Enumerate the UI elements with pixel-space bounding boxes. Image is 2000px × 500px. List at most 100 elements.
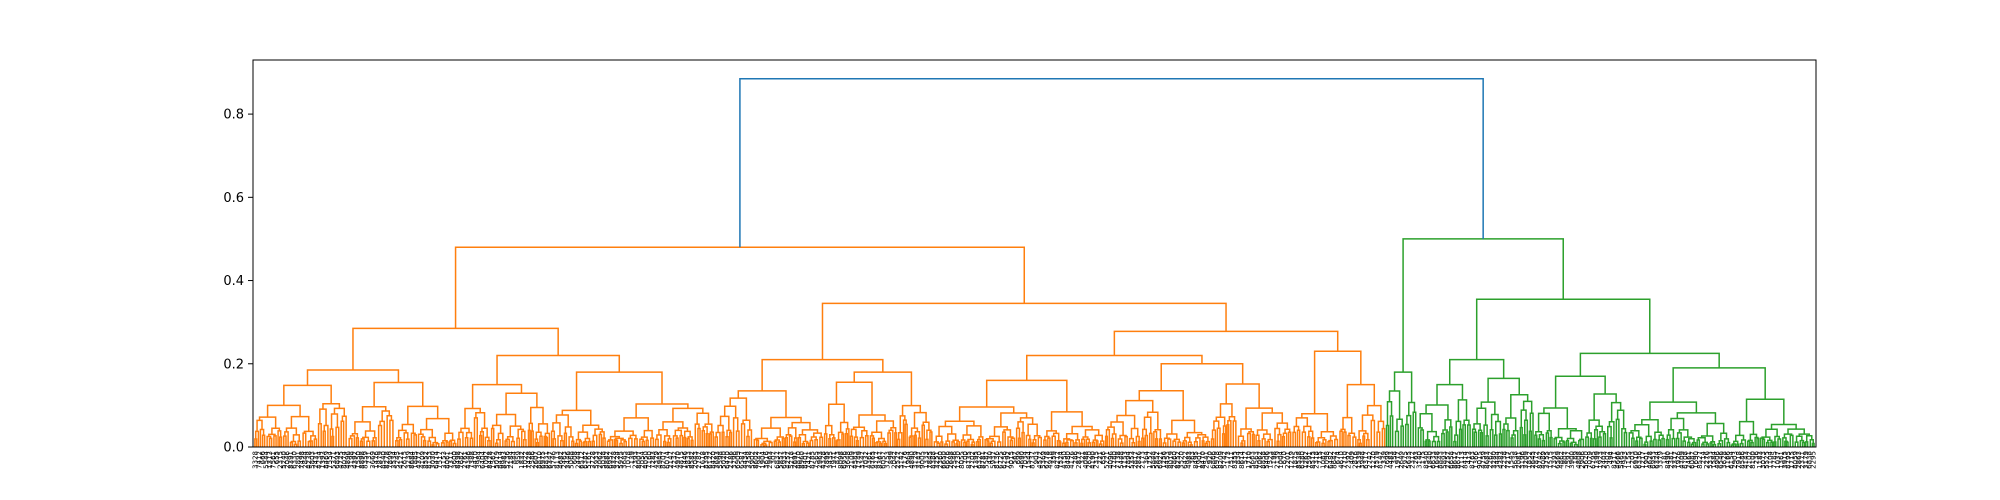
dendrogram-link [656,434,662,447]
dendrogram-link [1609,437,1613,447]
dendrogram-link [1687,441,1691,447]
dendrogram-link [869,435,875,447]
dendrogram-link [484,436,490,447]
dendrogram-link [1631,437,1635,447]
dendrogram-link [341,415,347,447]
leaf-label: 666 [259,450,267,464]
leaf-label: 5742 [1220,451,1228,469]
leaf-label: 1584 [1710,450,1718,468]
leaf-label: 6725 [997,451,1005,469]
dendrogram-link [1226,424,1230,447]
dendrogram-link [1186,431,1203,438]
dendrogram-link [1493,434,1498,447]
dendrogram-link [1342,416,1353,434]
dendrogram-link [967,438,975,443]
dendrogram-link [355,437,360,447]
leaf-label: 7034 [1022,450,1030,468]
leaf-label: 6921 [1156,451,1164,469]
dendrogram-link [1745,398,1785,425]
dendrogram-link [530,406,544,424]
dendrogram-link [1569,442,1573,447]
dendrogram-link [1124,435,1128,447]
dendrogram-link [1649,440,1653,447]
dendrogram-link [1593,438,1597,447]
dendrogram-link [1404,423,1409,447]
leaf-label: 8586 [1738,450,1746,468]
dendrogram-link [1746,440,1751,447]
dendrogram-link [1296,429,1301,447]
leaf-label: 2184 [507,450,515,468]
dendrogram-link [1221,433,1226,447]
dendrogram-link [340,420,345,447]
leaf-label: 198 [1270,451,1278,464]
leaf-label: 4096 [1107,450,1115,468]
dendrogram-link [677,427,689,432]
leaf-label: 4759 [1479,451,1487,469]
leaf-label: 6708 [1682,451,1690,469]
dendrogram-link [1444,419,1452,430]
leaf-label: 9015 [1476,451,1484,469]
leaf-label: 4483 [1387,451,1395,469]
leaf-label: 7388 [468,451,476,469]
dendrogram-link [598,433,603,447]
dendrogram-link [761,358,884,391]
dendrogram-link [1128,437,1135,447]
leaf-label: 1361 [1777,451,1785,469]
leaf-label: 4572 [1036,451,1044,469]
dendrogram-link [1386,400,1393,426]
dendrogram-link [614,430,634,437]
dendrogram-link [963,441,967,447]
dendrogram-link [1210,438,1215,447]
leaf-label: 731 [365,451,373,464]
dendrogram-link [1082,436,1089,440]
leaf-label: 4628 [1646,451,1654,469]
dendrogram-link [901,404,922,416]
dendrogram-link [582,441,586,447]
leaf-label: 4329 [653,451,661,469]
leaf-label: 5857 [777,451,785,469]
dendrogram-link [1503,423,1509,431]
leaf-label: 4050 [642,451,650,469]
dendrogram-link [1573,443,1578,447]
dendrogram-link [1586,432,1593,439]
dendrogram-link [591,440,595,447]
dendrogram-link [1135,435,1140,447]
leaf-label: 670 [1281,451,1289,464]
leaf-label: 5020 [720,451,728,469]
dendrogram-link [1593,393,1617,421]
dendrogram-link [1458,428,1463,447]
dendrogram-link [1027,423,1038,436]
leaf-label: 5635 [1405,451,1413,469]
leaf-label: 1904 [759,450,767,468]
leaf-label: 3030 [429,451,437,469]
leaf-label: 5848 [1149,451,1157,469]
leaf-label: 5333 [1706,451,1714,469]
leaf-label: 1690 [1692,451,1700,469]
leaf-label: 8212 [1054,451,1062,469]
dendrogram-link [427,440,432,447]
dendrogram-link [929,431,933,447]
leaf-label: 286 [1071,450,1079,464]
dendrogram-link [970,443,974,447]
dendrogram-link [535,442,540,447]
leaf-label: 4346 [465,450,473,468]
dendrogram-link [1672,367,1766,403]
dendrogram-link [1032,439,1037,447]
dendrogram-link [1426,430,1437,440]
leaf-label: 959 [514,451,522,464]
leaf-label: 608 [571,451,579,464]
leaf-label: 1710 [1245,451,1253,469]
leaf-label: 307 [770,451,778,464]
dendrogram-link [890,427,897,433]
dendrogram-link [491,424,502,434]
leaf-label: 6347 [546,451,554,469]
y-axis: 0.0 0.2 0.4 0.6 0.8 [223,108,253,456]
leaf-label: 2816 [1352,450,1360,468]
dendrogram-link [398,438,403,447]
dendrogram-link [1138,390,1184,421]
dendrogram-link [899,415,906,433]
leaf-label: 656 [1100,450,1108,464]
leaf-label: 1923 [1596,451,1604,469]
leaf-label: 8737 [1029,451,1037,469]
leaf-label: 2461 [1685,451,1693,469]
